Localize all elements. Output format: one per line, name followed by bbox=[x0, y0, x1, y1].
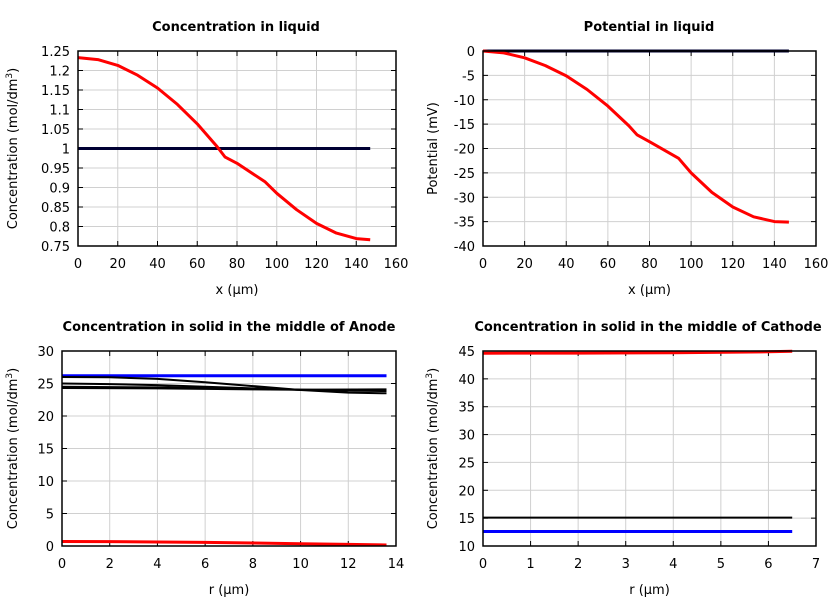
plot-frame bbox=[61, 350, 397, 547]
y-tick-label: -20 bbox=[454, 143, 475, 158]
x-tick-label: 0 bbox=[479, 257, 487, 272]
x-tick-label: 0 bbox=[74, 257, 82, 272]
y-tick-label: 1.05 bbox=[41, 123, 70, 138]
x-tick-label: 2 bbox=[106, 557, 114, 572]
y-tick-label: 0.75 bbox=[41, 240, 70, 255]
x-tick-label: 160 bbox=[384, 257, 409, 272]
x-tick-label: 80 bbox=[229, 257, 246, 272]
series-line-black-1 bbox=[61, 376, 387, 395]
plot-frame bbox=[482, 50, 817, 247]
x-tick-label: 80 bbox=[641, 257, 658, 272]
y-tick-label: 0.85 bbox=[41, 201, 70, 216]
x-tick-label: 4 bbox=[153, 557, 161, 572]
x-axis-label: x (µm) bbox=[628, 283, 671, 298]
x-axis-label: x (µm) bbox=[216, 283, 259, 298]
y-tick-label: 0 bbox=[467, 45, 475, 60]
y-tick-label: -30 bbox=[454, 191, 475, 206]
y-tick-label: 35 bbox=[458, 401, 475, 416]
solid-anode-chart: 0 2 4 6 8 10 12 14 0 5 10 15 20 25 30 Concentration in … bbox=[5, 320, 404, 598]
plot-frame bbox=[482, 350, 817, 547]
chart-title: Concentration in solid in the middle of … bbox=[63, 320, 396, 335]
y-tick-label: 25 bbox=[458, 456, 475, 471]
x-tick-label: 120 bbox=[304, 257, 329, 272]
x-tick-label: 60 bbox=[600, 257, 617, 272]
y-tick-label: 40 bbox=[458, 373, 475, 388]
x-tick-label: 1 bbox=[526, 557, 534, 572]
x-tick-label: 120 bbox=[720, 257, 745, 272]
series-line-red bbox=[61, 540, 387, 547]
y-tick-label: 0.8 bbox=[49, 221, 70, 236]
y-tick-label: 10 bbox=[458, 540, 475, 555]
y-axis-label: Concentration (mol/dm3) bbox=[5, 368, 21, 530]
y-tick-label: 30 bbox=[37, 345, 54, 360]
x-tick-label: 6 bbox=[201, 557, 209, 572]
y-tick-label: 20 bbox=[458, 484, 475, 499]
x-tick-label: 0 bbox=[479, 557, 487, 572]
series-line-black-4 bbox=[61, 387, 387, 391]
plot-frame bbox=[77, 50, 397, 247]
potential-liquid-chart: 0 20 40 60 80 100 120 140 160 -40 -35 -30 -25 -20 -15 -… bbox=[426, 20, 828, 298]
x-axis-label: r (µm) bbox=[209, 583, 250, 598]
chart-title: Concentration in liquid bbox=[152, 20, 320, 35]
y-tick-label: 0.9 bbox=[49, 182, 70, 197]
x-tick-label: 160 bbox=[804, 257, 829, 272]
x-tick-label: 20 bbox=[516, 257, 533, 272]
x-tick-label: 40 bbox=[149, 257, 166, 272]
y-axis-label: Concentration (mol/dm3) bbox=[425, 368, 441, 530]
y-tick-label: 0.95 bbox=[41, 162, 70, 177]
chart-title: Concentration in solid in the middle of … bbox=[474, 320, 822, 335]
y-tick-label: 1.2 bbox=[49, 65, 70, 80]
x-tick-label: 14 bbox=[388, 557, 405, 572]
x-tick-label: 100 bbox=[264, 257, 289, 272]
y-tick-label: 10 bbox=[37, 475, 54, 490]
y-tick-label: -15 bbox=[454, 118, 475, 133]
x-tick-label: 12 bbox=[340, 557, 357, 572]
x-tick-label: 3 bbox=[622, 557, 630, 572]
x-tick-label: 2 bbox=[574, 557, 582, 572]
y-tick-label: -35 bbox=[454, 216, 475, 231]
y-tick-label: -40 bbox=[454, 240, 475, 255]
x-tick-label: 60 bbox=[189, 257, 206, 272]
y-tick-label: 1.25 bbox=[41, 45, 70, 60]
y-tick-label: 5 bbox=[46, 508, 54, 523]
x-tick-label: 5 bbox=[717, 557, 725, 572]
x-tick-label: 100 bbox=[679, 257, 704, 272]
y-tick-label: 20 bbox=[37, 410, 54, 425]
series-line-final bbox=[482, 49, 789, 224]
y-tick-label: 0 bbox=[46, 540, 54, 555]
x-tick-label: 4 bbox=[669, 557, 677, 572]
y-tick-label: 1.15 bbox=[41, 84, 70, 99]
x-tick-label: 10 bbox=[292, 557, 309, 572]
y-axis-label: Potential (mV) bbox=[426, 102, 441, 195]
x-tick-label: 8 bbox=[249, 557, 257, 572]
series-line-final bbox=[77, 56, 371, 242]
y-tick-label: 15 bbox=[458, 512, 475, 527]
x-tick-label: 0 bbox=[58, 557, 66, 572]
x-tick-label: 140 bbox=[762, 257, 787, 272]
plot-area bbox=[483, 351, 816, 546]
y-tick-label: -25 bbox=[454, 167, 475, 182]
x-tick-label: 7 bbox=[812, 557, 820, 572]
y-tick-label: 30 bbox=[458, 429, 475, 444]
x-tick-label: 20 bbox=[109, 257, 126, 272]
x-tick-label: 140 bbox=[344, 257, 369, 272]
y-tick-label: -5 bbox=[462, 69, 475, 84]
y-axis-label: Concentration (mol/dm3) bbox=[5, 68, 21, 230]
y-tick-label: -10 bbox=[454, 94, 475, 109]
x-axis-label: r (µm) bbox=[629, 583, 670, 598]
y-tick-label: 45 bbox=[458, 345, 475, 360]
y-tick-label: 25 bbox=[37, 378, 54, 393]
conc-liquid-chart: 0 20 40 60 80 100 120 140 160 0.75 0.8 0.85 0.9 0.95 1… bbox=[5, 20, 408, 298]
x-tick-label: 40 bbox=[558, 257, 575, 272]
chart-title: Potential in liquid bbox=[584, 20, 715, 35]
y-tick-label: 1 bbox=[62, 143, 70, 158]
y-tick-label: 1.1 bbox=[49, 104, 70, 119]
y-tick-label: 15 bbox=[37, 443, 54, 458]
x-tick-label: 6 bbox=[764, 557, 772, 572]
